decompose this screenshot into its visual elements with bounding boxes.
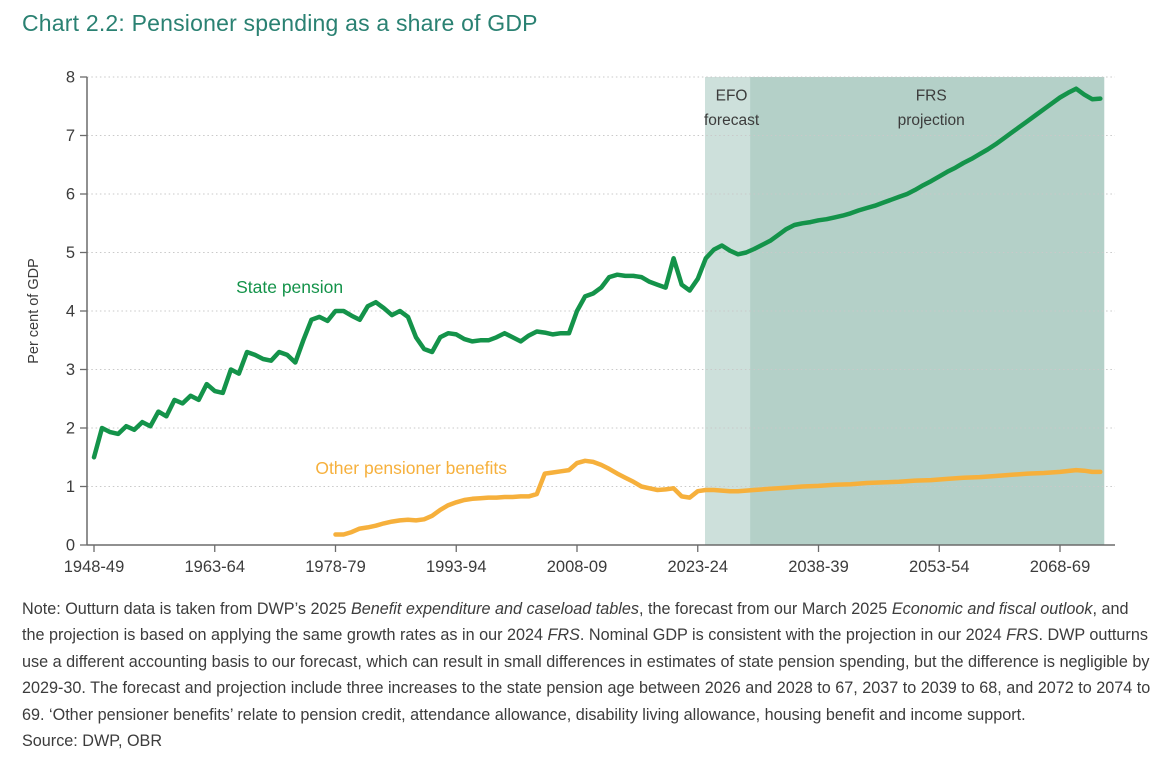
- note-italic-segment: FRS: [1006, 626, 1039, 645]
- plot-region-frs: [750, 77, 1105, 545]
- y-tick-label: 8: [66, 69, 75, 87]
- note-segment: , and the projection is based on applyin…: [22, 600, 1129, 645]
- region-label-frs: FRS: [916, 87, 947, 104]
- series-label-state-pension: State pension: [236, 277, 343, 297]
- x-tick-label: 2023-24: [667, 558, 728, 576]
- note-segment: Note: Outturn data is taken from DWP’s 2…: [22, 600, 351, 618]
- region-label-efo: EFO: [716, 87, 748, 104]
- chart-note: Note: Outturn data is taken from DWP’s 2…: [22, 596, 1155, 728]
- notes-block: Note: Outturn data is taken from DWP’s 2…: [22, 596, 1155, 754]
- y-tick-label: 5: [66, 244, 75, 262]
- note-segment: , the forecast from our March 2025: [638, 600, 892, 618]
- x-tick-label: 2053-54: [909, 558, 970, 576]
- page-title: Chart 2.2: Pensioner spending as a share…: [22, 10, 538, 36]
- plot-region-efo: [704, 77, 751, 545]
- series-line-other-pensioner-benefits: [333, 458, 1103, 537]
- y-tick-label: 7: [66, 127, 75, 145]
- note-italic-segment: Economic and fiscal outlook: [891, 600, 1093, 618]
- y-tick-label: 0: [66, 537, 75, 555]
- note-segment: . Nominal GDP is consistent with the pro…: [579, 626, 1007, 645]
- x-tick-label: 2038-39: [788, 558, 849, 576]
- y-tick-label: 2: [66, 420, 75, 438]
- region-label-frs: projection: [898, 112, 965, 129]
- x-tick-label: 1978-79: [305, 558, 366, 576]
- y-tick-label: 4: [66, 303, 75, 321]
- note-italic-segment: FRS: [547, 626, 580, 645]
- series-line-state-pension: [91, 86, 1103, 460]
- x-tick-label: 2008-09: [547, 558, 608, 576]
- note-italic-segment: Benefit expenditure and caseload tables: [351, 600, 639, 618]
- y-tick-label: 3: [66, 361, 75, 379]
- x-tick-label: 1993-94: [426, 558, 487, 576]
- note-segment: . DWP outturns use a different accountin…: [22, 626, 1151, 724]
- x-tick-label: 1963-64: [184, 558, 245, 576]
- x-tick-label: 2068-69: [1030, 558, 1091, 576]
- region-label-efo: forecast: [704, 112, 760, 129]
- x-tick-label: 1948-49: [64, 558, 125, 576]
- series-label-other-pensioner-benefits: Other pensioner benefits: [315, 458, 507, 478]
- pensioner-spending-chart: 0 1 2 3 4 5 6 7 8 1948-49 1963-64 1978-79 1993-94 200…: [26, 69, 1115, 576]
- y-tick-label: 6: [66, 186, 75, 204]
- y-tick-label: 1: [66, 478, 75, 496]
- chart-source: Source: DWP, OBR: [22, 732, 163, 751]
- y-axis-title: Per cent of GDP: [26, 258, 42, 364]
